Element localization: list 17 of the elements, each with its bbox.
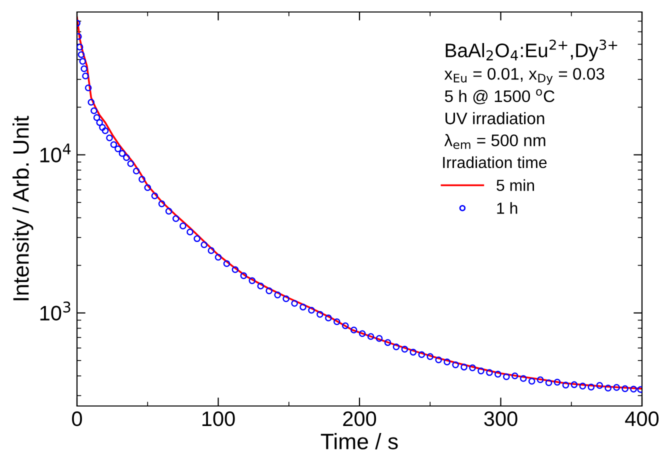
x-tick-label: 200 [343,411,376,426]
y-tick-label: 10$^{4}$ [40,144,71,162]
annotation: UV irradiation [446,112,544,124]
x-tick-label: 0 [72,411,82,426]
y-tick-label: 10$^{3}$ [40,302,70,321]
annotation: BaAl$_{2}$O$_{4}$:Eu$^{2+}$,Dy$^{3+}$ [446,40,618,62]
legend-label: 5 min [496,179,534,191]
y-axis-title: Intensity / Arb. Unit [12,116,34,300]
x-tick-label: 400 [625,411,659,426]
x-tick-label: 300 [484,411,518,426]
legend-label: 1 h [497,202,518,214]
annotation: x$_{Eu}$ = 0.01, x$_{Dy}$ = 0.03 [444,68,604,85]
x-axis-title: Time / s [320,433,398,450]
legend-title: Irradiation time [443,156,547,168]
annotation: 5 h @ 1500 $^{o}$C [444,89,554,104]
x-tick-label: 100 [202,411,235,426]
annotation: λ$_{em}$ = 500 nm [444,134,546,150]
